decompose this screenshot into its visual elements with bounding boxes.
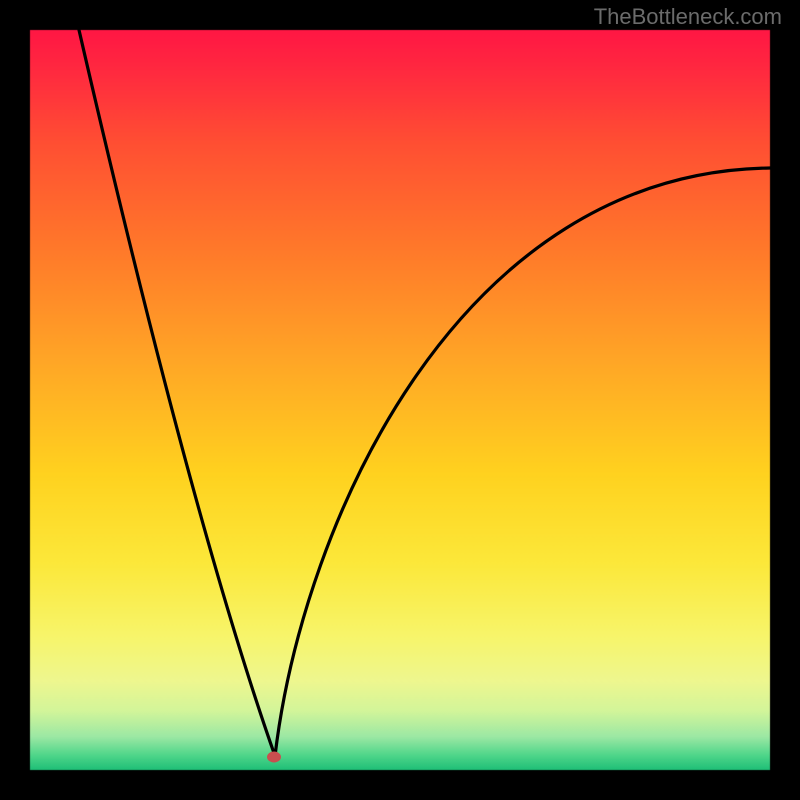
watermark-text: TheBottleneck.com — [594, 4, 782, 30]
chart-container: TheBottleneck.com — [0, 0, 800, 800]
gradient-background — [0, 0, 800, 800]
